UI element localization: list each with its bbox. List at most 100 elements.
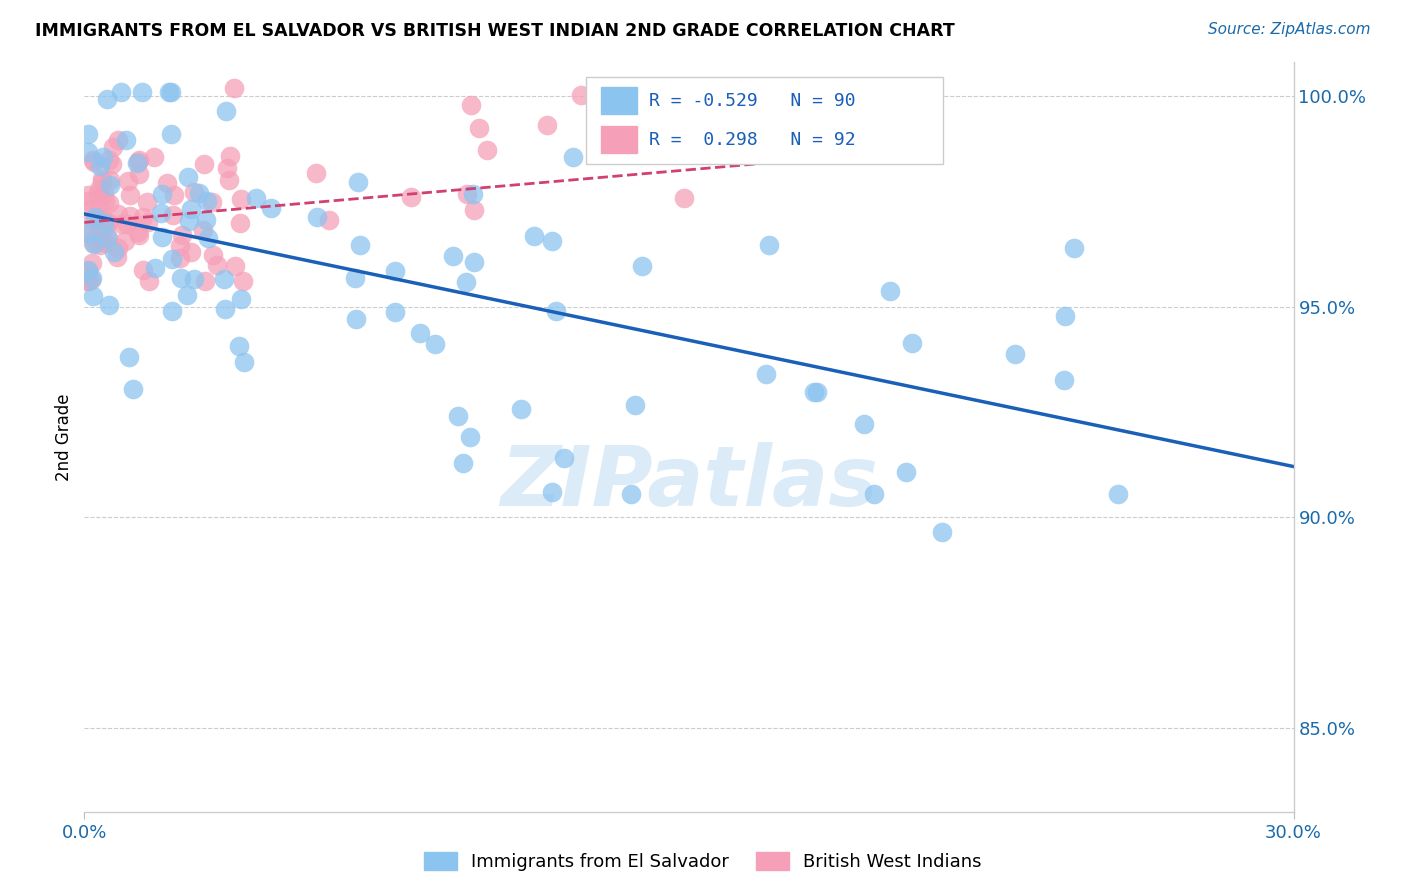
Point (136, 194, 159, 209)
Point (305, 166, 328, 180)
Point (97, 216, 120, 230)
Point (82, 153, 104, 167)
Point (193, 222, 215, 236)
Point (475, 143, 498, 157)
Point (180, 202, 202, 216)
Point (344, 312, 367, 326)
Point (80, 202, 103, 217)
Point (107, 207, 129, 221)
Point (862, 487, 884, 501)
Point (143, 261, 166, 276)
Point (131, 85, 153, 99)
Point (229, 192, 252, 206)
Point (463, 203, 485, 218)
Point (77, 264, 100, 278)
Point (91, 150, 114, 164)
Point (159, 85, 181, 99)
Point (77, 262, 100, 277)
Point (245, 190, 267, 204)
Point (553, 451, 575, 466)
Point (509, 402, 531, 417)
Point (536, 118, 558, 132)
Point (122, 382, 145, 396)
Point (678, 130, 700, 145)
Point (894, 465, 917, 479)
Point (82, 211, 104, 226)
Point (180, 245, 202, 260)
Point (672, 190, 695, 204)
Point (138, 274, 160, 288)
Point (157, 85, 180, 99)
Point (131, 210, 153, 224)
Text: R = -0.529   N = 90: R = -0.529 N = 90 (650, 92, 856, 110)
Point (441, 249, 464, 263)
Point (77, 226, 100, 240)
Point (162, 208, 184, 222)
Point (467, 120, 489, 135)
Point (200, 195, 222, 210)
Point (218, 173, 240, 187)
Point (89, 160, 111, 174)
Point (114, 234, 136, 248)
Point (125, 156, 148, 170)
Point (541, 485, 564, 500)
Point (541, 235, 564, 249)
Point (755, 368, 778, 382)
Point (110, 217, 132, 231)
Point (83, 232, 105, 246)
Point (118, 187, 141, 202)
Point (183, 272, 205, 286)
Point (447, 409, 470, 423)
Point (127, 225, 149, 239)
Point (177, 169, 200, 184)
Point (118, 209, 141, 223)
Text: Source: ZipAtlas.com: Source: ZipAtlas.com (1208, 22, 1371, 37)
Y-axis label: 2nd Grade: 2nd Grade (55, 393, 73, 481)
Point (384, 305, 406, 319)
FancyBboxPatch shape (600, 126, 637, 153)
Point (90, 176, 112, 190)
Point (463, 255, 485, 269)
Point (399, 190, 422, 204)
Point (229, 293, 252, 307)
Point (77, 128, 100, 142)
Point (460, 98, 482, 112)
Point (96, 235, 118, 250)
Point (179, 214, 201, 228)
Point (91, 234, 114, 248)
Point (224, 259, 246, 273)
Point (90, 171, 112, 186)
Point (931, 524, 953, 539)
Point (212, 272, 235, 286)
Point (83, 236, 105, 251)
Point (806, 385, 828, 400)
Point (87, 220, 110, 235)
Point (461, 187, 484, 202)
Point (624, 398, 647, 412)
Point (228, 339, 250, 353)
Point (89, 212, 111, 227)
Point (83, 155, 105, 169)
Text: ZIPatlas: ZIPatlas (501, 442, 877, 523)
Point (98, 173, 121, 187)
Point (569, 88, 592, 103)
Point (87, 182, 110, 196)
Point (630, 259, 652, 273)
Point (136, 215, 159, 229)
Point (170, 271, 193, 285)
Point (1107, 487, 1129, 501)
Point (96, 229, 118, 244)
Point (425, 337, 447, 351)
Point (156, 176, 179, 190)
Point (1063, 242, 1085, 256)
Point (101, 140, 124, 154)
Point (228, 216, 250, 230)
Point (101, 157, 124, 171)
Point (96, 215, 118, 229)
Point (117, 174, 139, 188)
Point (82, 236, 104, 251)
Point (96, 218, 118, 232)
Point (215, 161, 238, 175)
Point (80, 256, 103, 270)
Point (97, 231, 120, 245)
